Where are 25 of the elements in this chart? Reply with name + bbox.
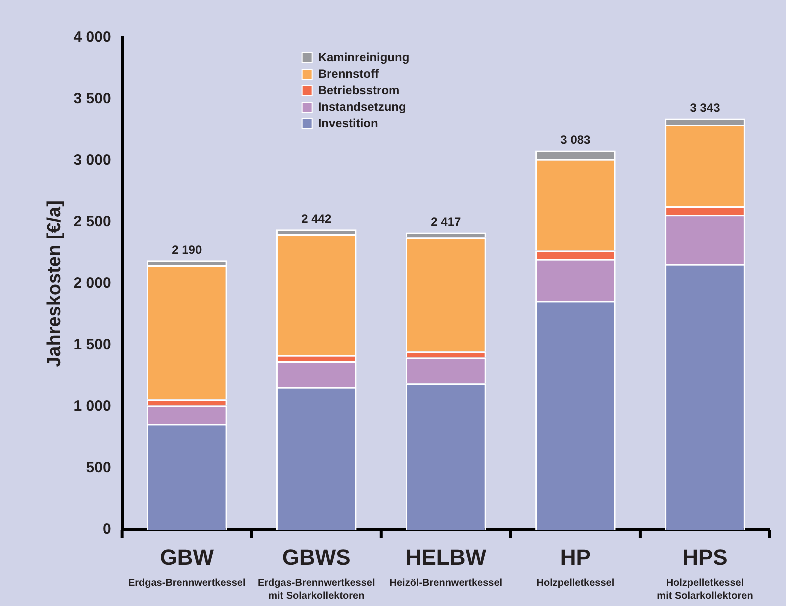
legend-label: Brennstoff xyxy=(318,66,380,81)
legend-label: Kaminreinigung xyxy=(318,50,410,64)
x-tick-label: HELBW Heizöl-Brennwertkessel xyxy=(390,545,503,589)
x-tick-label: GBWS Erdgas-Brennwertkessel mit Solarkollektoren xyxy=(258,545,376,602)
y-tick-label: 3 500 xyxy=(74,90,112,108)
y-tick-label: 2 500 xyxy=(74,214,112,231)
x-tick-label: HPS Holzpelletkessel mit Solarkollektoren xyxy=(657,545,754,602)
x-tick-label: HP Holzpelletkessel xyxy=(536,545,615,589)
legend-label: Betriebsstrom xyxy=(318,83,400,98)
x-tick-label: GBW Erdgas-Brennwertkessel xyxy=(128,545,246,589)
legend-label: Instandsetzung xyxy=(318,100,406,114)
legend-label: Investition xyxy=(318,116,378,130)
y-tick-label: 1 500 xyxy=(74,336,112,354)
y-tick-label: 1 000 xyxy=(74,398,112,416)
y-axis-title: Jahreskosten [€/a] xyxy=(44,200,66,368)
total-label: 2 442 xyxy=(302,212,332,226)
y-tick-label: 0 xyxy=(102,521,112,538)
y-tick-label: 500 xyxy=(86,460,112,477)
y-tick-label: 4 000 xyxy=(74,29,112,46)
total-label: 3 343 xyxy=(690,101,721,116)
y-tick-label: 3 000 xyxy=(74,152,112,170)
total-label: 2 417 xyxy=(431,215,462,230)
total-label: 2 190 xyxy=(172,242,202,257)
total-label: 3 083 xyxy=(560,133,592,148)
y-tick-label: 2 000 xyxy=(74,275,112,292)
